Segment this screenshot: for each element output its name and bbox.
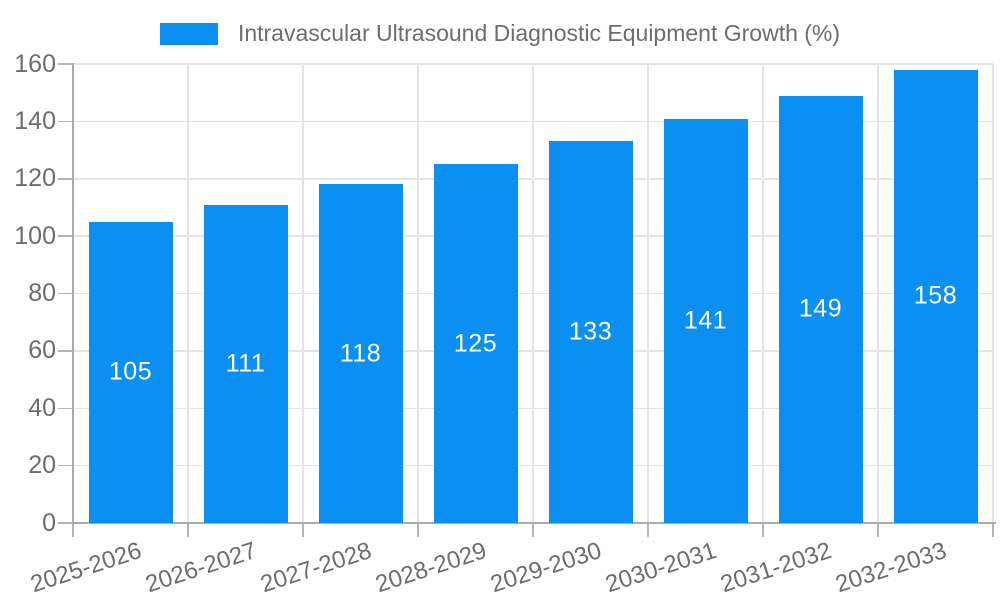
x-axis-line	[72, 522, 996, 524]
x-tick-label: 2030-2031	[602, 537, 720, 599]
v-gridline	[877, 64, 879, 523]
bar-2030-2031: 141	[663, 118, 748, 523]
bar-2027-2028: 118	[318, 184, 403, 523]
v-gridline	[532, 64, 534, 523]
y-tick-label: 120	[14, 164, 56, 193]
y-tick-label: 40	[28, 393, 56, 422]
y-tick-mark	[58, 235, 73, 237]
y-tick-mark	[58, 63, 73, 65]
bar-2031-2032: 149	[778, 95, 863, 523]
v-gridline	[762, 64, 764, 523]
x-tick-label: 2032-2033	[832, 537, 950, 599]
y-tick-label: 20	[28, 451, 56, 480]
bar-value-label: 133	[568, 317, 613, 346]
y-tick-mark	[58, 120, 73, 123]
bar-value-label: 118	[339, 339, 382, 368]
bar-value-label: 141	[683, 306, 728, 335]
bar-value-label: 149	[798, 294, 843, 323]
y-tick-label: 80	[28, 279, 56, 307]
bar-value-label: 158	[913, 281, 958, 310]
legend: Intravascular Ultrasound Diagnostic Equi…	[0, 20, 1000, 47]
x-tick-label: 2025-2026	[27, 537, 145, 599]
bar-2026-2027: 111	[203, 204, 288, 523]
x-tick-mark	[72, 523, 74, 537]
x-tick-mark	[647, 523, 649, 537]
y-tick-mark	[58, 407, 73, 409]
legend-label: Intravascular Ultrasound Diagnostic Equi…	[237, 20, 841, 46]
y-tick-label: 100	[14, 221, 56, 250]
x-tick-mark	[762, 523, 764, 537]
bar-2029-2030: 133	[548, 141, 633, 523]
v-gridline	[647, 64, 649, 523]
x-tick-label: 2027-2028	[257, 537, 375, 599]
bar-value-label: 111	[225, 349, 266, 378]
x-tick-mark	[877, 523, 879, 537]
y-tick-mark	[58, 292, 73, 295]
x-tick-mark	[187, 523, 189, 537]
y-tick-label: 140	[14, 106, 56, 135]
y-tick-mark	[58, 350, 73, 352]
y-tick-mark	[58, 522, 73, 524]
v-gridline	[992, 64, 994, 523]
y-tick-label: 0	[42, 508, 56, 537]
x-tick-label: 2026-2027	[142, 537, 260, 599]
x-tick-mark	[532, 523, 534, 537]
y-tick-mark	[58, 464, 73, 467]
x-tick-label: 2028-2029	[372, 537, 490, 599]
bar-value-label: 105	[108, 357, 153, 386]
y-tick-mark	[58, 178, 73, 180]
x-tick-mark	[302, 523, 304, 537]
bar-value-label: 125	[453, 329, 498, 358]
x-tick-mark	[417, 523, 419, 537]
v-gridline	[187, 64, 189, 523]
x-tick-label: 2029-2030	[487, 537, 605, 599]
legend-swatch	[159, 22, 218, 45]
bar-2032-2033: 158	[893, 69, 978, 523]
y-axis-line	[72, 63, 74, 523]
x-tick-mark	[992, 523, 994, 537]
bar-2028-2029: 125	[433, 164, 518, 523]
v-gridline	[302, 64, 304, 523]
bar-2025-2026: 105	[88, 221, 173, 523]
x-tick-label: 2031-2032	[717, 537, 835, 599]
v-gridline	[417, 64, 419, 523]
y-tick-label: 60	[28, 336, 56, 365]
y-tick-label: 160	[14, 49, 56, 78]
